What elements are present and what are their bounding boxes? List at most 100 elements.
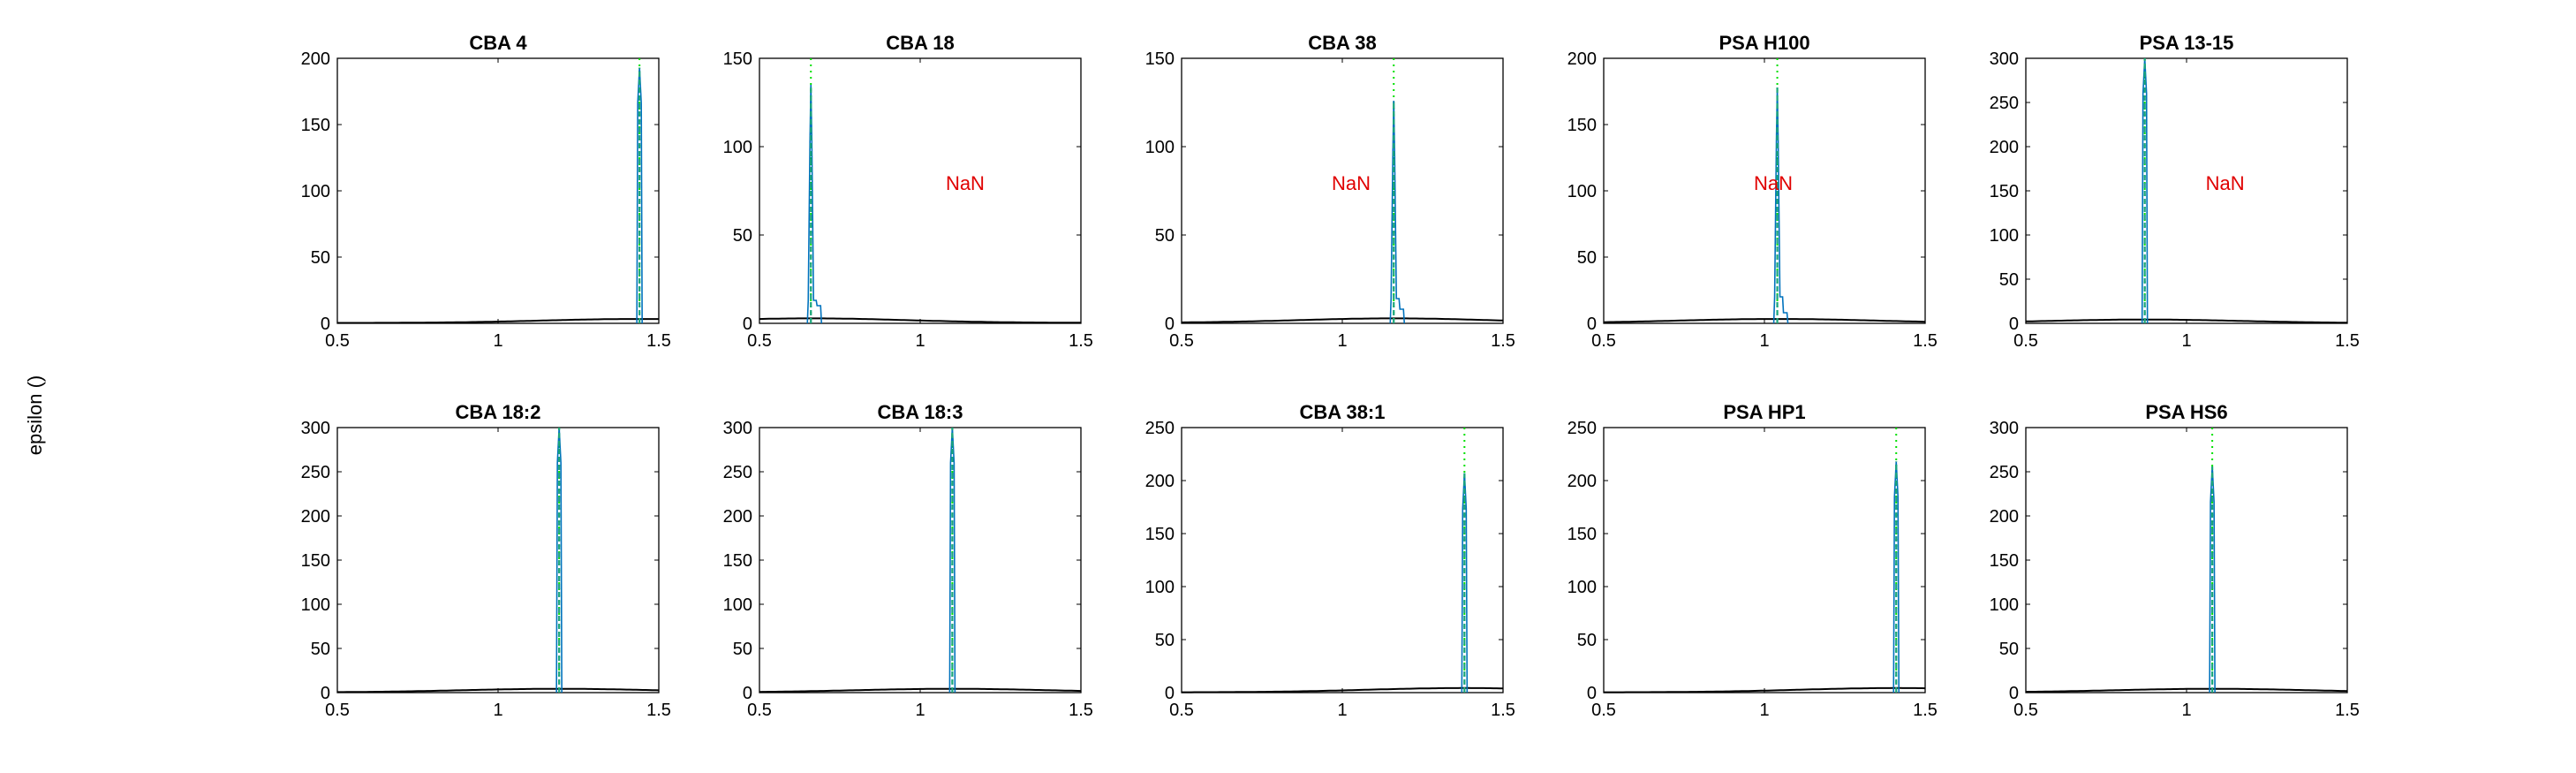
y-tick-label: 150 [1568, 525, 1597, 544]
y-tick-label: 50 [311, 640, 330, 659]
y-tick-label: 50 [1155, 631, 1175, 650]
nan-annotation: NaN [1754, 172, 1793, 194]
x-tick-label: 0.5 [747, 701, 772, 720]
x-tick-label: 1.5 [646, 331, 671, 351]
y-tick-label: 150 [301, 116, 330, 135]
subplot-8: CBA 38:1 0.5 1 1.5 0 50 100 150 200 250 [1145, 401, 1515, 720]
y-tick-label: 0 [2009, 315, 2019, 334]
subplot-title: CBA 4 [469, 32, 527, 54]
subplot-title: CBA 18:3 [878, 401, 963, 423]
x-tick-label: 1.5 [1069, 331, 1093, 351]
x-tick-label: 1 [1337, 331, 1347, 351]
x-tick-label: 0.5 [747, 331, 772, 351]
x-tick-label: 1.5 [1069, 701, 1093, 720]
x-tick-label: 0.5 [1169, 331, 1194, 351]
baseline-curve [1181, 317, 1504, 323]
y-tick-label: 100 [1145, 578, 1175, 597]
y-tick-label: 100 [301, 182, 330, 201]
y-tick-label: 100 [723, 595, 752, 615]
y-tick-label: 50 [1999, 270, 2019, 290]
y-tick-label: 0 [321, 684, 330, 703]
y-tick-label: 0 [743, 684, 752, 703]
x-tick-label: 1.5 [646, 701, 671, 720]
x-tick-label: 1 [915, 701, 925, 720]
x-tick-label: 1 [2181, 701, 2191, 720]
y-tick-label: 50 [1577, 248, 1597, 268]
y-tick-label: 250 [723, 463, 752, 482]
x-tick-label: 1 [2181, 331, 2191, 351]
x-tick-label: 0.5 [325, 331, 350, 351]
y-tick-label: 50 [733, 640, 752, 659]
y-tick-label: 100 [723, 138, 752, 157]
y-tick-label: 200 [1568, 472, 1597, 491]
y-tick-label: 150 [1568, 116, 1597, 135]
subplot-title: CBA 18 [886, 32, 954, 54]
x-tick-label: 1 [1759, 701, 1769, 720]
y-tick-label: 250 [301, 463, 330, 482]
y-tick-label: 50 [1577, 631, 1597, 650]
baseline-curve [1182, 686, 1503, 693]
baseline-curve [1604, 686, 1926, 693]
y-tick-label: 150 [301, 551, 330, 571]
x-tick-label: 1 [915, 331, 925, 351]
y-tick-label: 100 [1568, 182, 1597, 201]
x-tick-label: 0.5 [2013, 701, 2038, 720]
y-tick-label: 50 [733, 226, 752, 246]
y-tick-label: 50 [311, 248, 330, 268]
nan-annotation: NaN [2206, 172, 2245, 194]
x-tick-label: 1 [493, 701, 502, 720]
x-tick-label: 0.5 [2013, 331, 2038, 351]
y-tick-label: 150 [1990, 182, 2019, 201]
subplot-title: CBA 38 [1308, 32, 1376, 54]
y-tick-label: 100 [301, 595, 330, 615]
axes-box [759, 57, 1082, 324]
axes-box [2025, 427, 2348, 693]
x-tick-label: 1.5 [2335, 701, 2360, 720]
y-tick-label: 100 [1568, 578, 1597, 597]
baseline-curve [337, 687, 660, 693]
y-tick-label: 0 [1587, 684, 1597, 703]
subplot-9: PSA HP1 0.5 1 1.5 0 50 100 150 200 250 [1568, 401, 1938, 720]
x-tick-label: 1.5 [1913, 331, 1938, 351]
y-tick-label: 200 [723, 507, 752, 527]
nan-annotation: NaN [946, 172, 985, 194]
nan-annotation: NaN [1332, 172, 1371, 194]
y-tick-label: 300 [723, 419, 752, 438]
x-tick-label: 1 [1759, 331, 1769, 351]
y-tick-label: 150 [1145, 525, 1175, 544]
subplot-5: PSA 13-15 0.5 1 1.5 0 50 100 150 200 250 300 NaN [1990, 32, 2360, 351]
x-tick-label: 1.5 [1913, 701, 1938, 720]
baseline-curve [337, 318, 659, 324]
y-tick-label: 200 [1145, 472, 1175, 491]
subplot-2: CBA 18 0.5 1 1.5 0 50 100 150 NaN [723, 32, 1093, 351]
y-tick-label: 200 [1568, 49, 1597, 69]
axes-box [759, 427, 1082, 693]
y-tick-label: 200 [1990, 507, 2019, 527]
y-tick-label: 150 [1990, 551, 2019, 571]
axes-box [1181, 427, 1504, 693]
y-tick-label: 50 [1999, 640, 2019, 659]
y-tick-label: 150 [1145, 49, 1175, 69]
y-tick-label: 250 [1990, 463, 2019, 482]
axes-box [336, 427, 660, 693]
y-tick-label: 100 [1145, 138, 1175, 157]
baseline-curve [2026, 318, 2348, 324]
subplot-7: CBA 18:3 0.5 1 1.5 0 50 100 150 200 250 300 [723, 401, 1093, 720]
subplot-title: PSA H100 [1719, 32, 1809, 54]
y-tick-label: 0 [1165, 315, 1175, 334]
subplot-title: CBA 38:1 [1300, 401, 1386, 423]
subplot-3: CBA 38 0.5 1 1.5 0 50 100 150 NaN [1145, 32, 1515, 351]
x-tick-label: 1.5 [2335, 331, 2360, 351]
y-tick-label: 100 [1990, 226, 2019, 246]
y-tick-label: 0 [1165, 684, 1175, 703]
baseline-curve [759, 687, 1082, 693]
subplot-title: PSA HS6 [2145, 401, 2227, 423]
y-tick-label: 250 [1568, 419, 1597, 438]
subplot-title: CBA 18:2 [456, 401, 541, 423]
spike-line [1772, 87, 1789, 324]
baseline-curve [759, 317, 1081, 324]
y-tick-label: 300 [301, 419, 330, 438]
subplot-10: PSA HS6 0.5 1 1.5 0 50 100 150 200 250 300 [1990, 401, 2360, 720]
y-tick-label: 0 [2009, 684, 2019, 703]
